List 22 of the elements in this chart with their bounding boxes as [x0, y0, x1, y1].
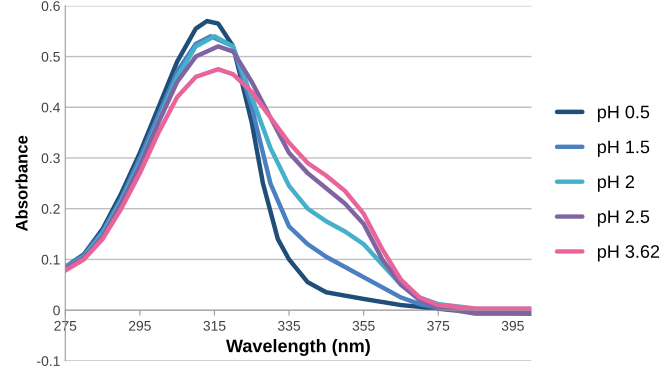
- x-tick-label: 335: [278, 320, 300, 331]
- x-tick-label: 355: [352, 320, 375, 331]
- x-tick-label: 295: [128, 320, 151, 331]
- x-tick-label: 275: [54, 320, 76, 331]
- legend-label: pH 3.62: [598, 245, 660, 262]
- y-tick-label: 0.4: [42, 102, 60, 112]
- x-tick-label: 395: [502, 320, 524, 331]
- x-axis-title: Wavelength (nm): [226, 339, 370, 356]
- x-tick-label: 375: [427, 320, 450, 331]
- y-axis-title: Absorbance: [15, 136, 28, 232]
- legend-label: pH 0.5: [598, 106, 650, 122]
- y-tick-label: 0: [53, 305, 60, 316]
- y-tick-label: 0.2: [42, 204, 60, 214]
- y-tick-label: 0.1: [42, 254, 60, 265]
- y-tick-label: 0.3: [42, 153, 60, 164]
- x-tick-label: 315: [203, 320, 226, 331]
- y-tick-label: 0.6: [42, 1, 60, 11]
- legend-label: pH 2.5: [598, 210, 650, 227]
- legend-label: pH 1.5: [598, 140, 650, 157]
- y-tick-label: -0.1: [37, 356, 60, 366]
- y-tick-label: 0.5: [42, 52, 60, 62]
- legend-label: pH 2: [598, 175, 634, 192]
